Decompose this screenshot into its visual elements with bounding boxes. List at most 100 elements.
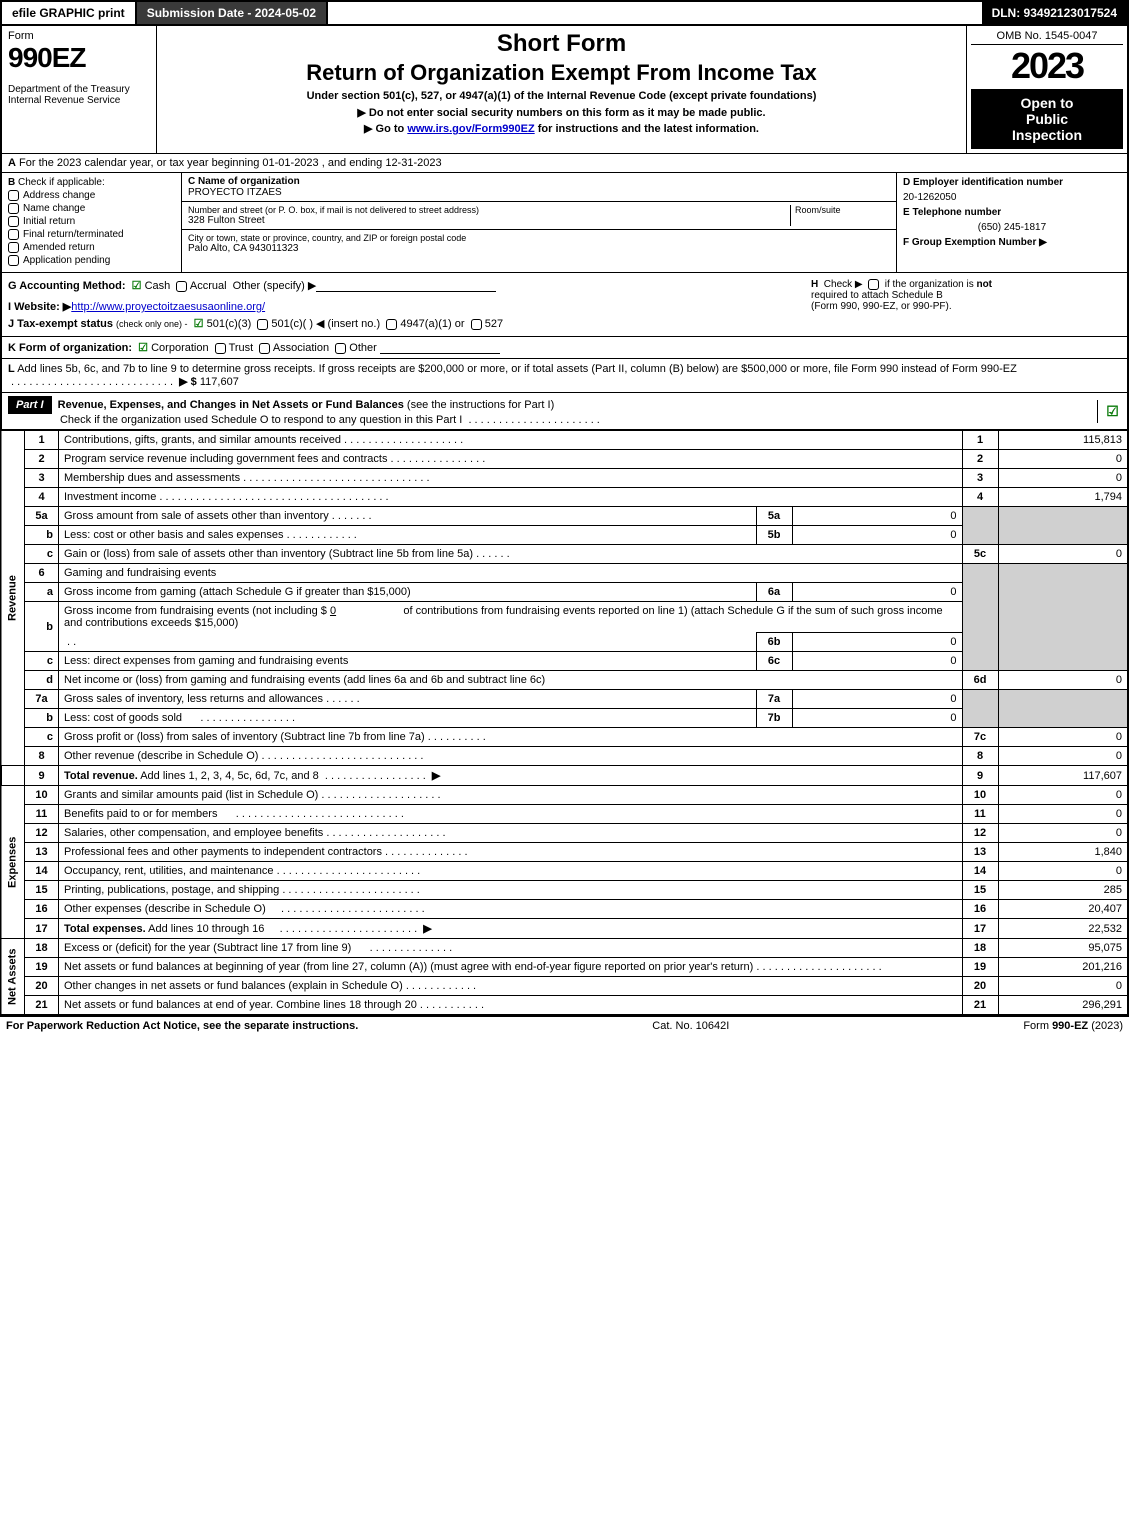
accrual-checkbox[interactable]: [176, 281, 187, 292]
line-5a: 5a Gross amount from sale of assets othe…: [1, 507, 1128, 526]
line-6c-desc: Less: direct expenses from gaming and fu…: [59, 652, 757, 671]
line-7b: b Less: cost of goods sold . . . . . . .…: [1, 709, 1128, 728]
header-right: OMB No. 1545-0047 2023 Open to Public In…: [967, 26, 1127, 153]
checkbox-initial-return[interactable]: Initial return: [8, 216, 175, 227]
line-19-num: 19: [25, 958, 59, 977]
opt-application-pending: Application pending: [23, 255, 110, 266]
checkbox-name-change[interactable]: Name change: [8, 203, 175, 214]
checkbox-final-return[interactable]: Final return/terminated: [8, 229, 175, 240]
revenue-side-label: Revenue: [1, 431, 25, 766]
ein-label: D Employer identification number: [903, 177, 1063, 188]
checkbox-icon: [8, 255, 19, 266]
website-link[interactable]: http://www.proyectoitzaesusaonline.org/: [71, 301, 265, 313]
irs-link[interactable]: www.irs.gov/Form990EZ: [407, 123, 534, 135]
line-19-val: 201,216: [998, 958, 1128, 977]
other-org-checkbox[interactable]: [335, 343, 346, 354]
street-label: Number and street (or P. O. box, if mail…: [188, 205, 790, 215]
street-address: 328 Fulton Street: [188, 215, 790, 226]
line-14-desc: Occupancy, rent, utilities, and maintena…: [64, 865, 274, 877]
line-6-num: 6: [25, 564, 59, 583]
line-7c-num: c: [25, 728, 59, 747]
other-specify-input[interactable]: [316, 280, 496, 292]
501c3-label: 501(c)(3): [207, 318, 252, 330]
line-6d: d Net income or (loss) from gaming and f…: [1, 671, 1128, 690]
line-19-rn: 19: [962, 958, 998, 977]
4947-checkbox[interactable]: [386, 319, 397, 330]
line-7a-subval: 0: [792, 690, 962, 709]
association-checkbox[interactable]: [259, 343, 270, 354]
dept-treasury-1: Department of the Treasury: [8, 84, 150, 95]
line-20-rn: 20: [962, 977, 998, 996]
line-2-desc: Program service revenue including govern…: [64, 453, 387, 465]
line-8-val: 0: [998, 747, 1128, 766]
footer-right-bold: 990-EZ: [1052, 1020, 1088, 1032]
line-7a: 7a Gross sales of inventory, less return…: [1, 690, 1128, 709]
line-6a-num: a: [25, 583, 59, 602]
opt-address-change: Address change: [23, 190, 95, 201]
501c3-checkbox[interactable]: ☑: [194, 318, 204, 330]
trust-checkbox[interactable]: [215, 343, 226, 354]
line-8: 8 Other revenue (describe in Schedule O)…: [1, 747, 1128, 766]
association-label: Association: [273, 342, 329, 354]
line-7c: c Gross profit or (loss) from sales of i…: [1, 728, 1128, 747]
line-15-desc: Printing, publications, postage, and shi…: [64, 884, 279, 896]
efile-print-button[interactable]: efile GRAPHIC print: [2, 2, 137, 24]
row-a-tax-year: A For the 2023 calendar year, or tax yea…: [0, 153, 1129, 173]
line-7b-desc: Less: cost of goods sold: [64, 712, 182, 724]
schedule-b-checkbox[interactable]: [868, 279, 879, 290]
ein-value: 20-1262050: [903, 192, 1121, 203]
expenses-side-label: Expenses: [1, 786, 25, 939]
line-5a-num: 5a: [25, 507, 59, 526]
line-13-rn: 13: [962, 843, 998, 862]
part-1-title: Revenue, Expenses, and Changes in Net As…: [58, 399, 404, 411]
row-h-text2: if the organization is: [885, 279, 977, 290]
line-12-rn: 12: [962, 824, 998, 843]
footer-right-pre: Form: [1023, 1020, 1052, 1032]
form-header: Form 990EZ Department of the Treasury In…: [0, 26, 1129, 153]
submission-date-button[interactable]: Submission Date - 2024-05-02: [137, 2, 328, 24]
line-20: 20 Other changes in net assets or fund b…: [1, 977, 1128, 996]
501c-checkbox[interactable]: [257, 319, 268, 330]
line-18-desc: Excess or (deficit) for the year (Subtra…: [64, 942, 351, 954]
line-5b-subval: 0: [792, 526, 962, 545]
part-1-label: Part I: [8, 396, 52, 414]
phone-value: (650) 245-1817: [903, 222, 1121, 233]
column-c: C Name of organization PROYECTO ITZAES N…: [182, 173, 897, 272]
gh-left: G Accounting Method: ☑ Cash Accrual Othe…: [8, 279, 801, 330]
checkbox-amended-return[interactable]: Amended return: [8, 242, 175, 253]
row-j-sub: (check only one) -: [116, 319, 188, 329]
other-org-input[interactable]: [380, 342, 500, 354]
trust-label: Trust: [229, 342, 254, 354]
line-11: 11 Benefits paid to or for members . . .…: [1, 805, 1128, 824]
line-17-desc2: Add lines 10 through 16: [146, 923, 265, 935]
short-form-title: Short Form: [165, 30, 958, 58]
line-6c: c Less: direct expenses from gaming and …: [1, 652, 1128, 671]
line-6d-val: 0: [998, 671, 1128, 690]
line-6b-part2: . . 6b 0: [1, 633, 1128, 652]
check-icon: ☑: [1106, 403, 1119, 419]
top-bar: efile GRAPHIC print Submission Date - 20…: [0, 0, 1129, 26]
line-6d-num: d: [25, 671, 59, 690]
row-h-check: Check ▶: [824, 279, 863, 290]
checkbox-icon: [8, 190, 19, 201]
line-16: 16 Other expenses (describe in Schedule …: [1, 900, 1128, 919]
line-4-desc: Investment income: [64, 491, 156, 503]
checkbox-address-change[interactable]: Address change: [8, 190, 175, 201]
cash-checkbox[interactable]: ☑: [132, 280, 142, 292]
line-7b-num: b: [25, 709, 59, 728]
line-18-val: 95,075: [998, 939, 1128, 958]
corporation-checkbox[interactable]: ☑: [138, 342, 148, 354]
checkbox-icon: [8, 203, 19, 214]
checkbox-application-pending[interactable]: Application pending: [8, 255, 175, 266]
line-11-val: 0: [998, 805, 1128, 824]
line-7a-desc: Gross sales of inventory, less returns a…: [64, 693, 323, 705]
ssn-warning: ▶ Do not enter social security numbers o…: [165, 106, 958, 119]
line-6: 6 Gaming and fundraising events: [1, 564, 1128, 583]
line-5a-sub: 5a: [756, 507, 792, 526]
line-15-num: 15: [25, 881, 59, 900]
part-1-schedule-o-checkbox[interactable]: ☑: [1097, 400, 1127, 423]
row-l-label: L: [8, 363, 15, 375]
line-9-desc: Total revenue.: [64, 770, 138, 782]
527-checkbox[interactable]: [471, 319, 482, 330]
line-10-num: 10: [25, 786, 59, 805]
